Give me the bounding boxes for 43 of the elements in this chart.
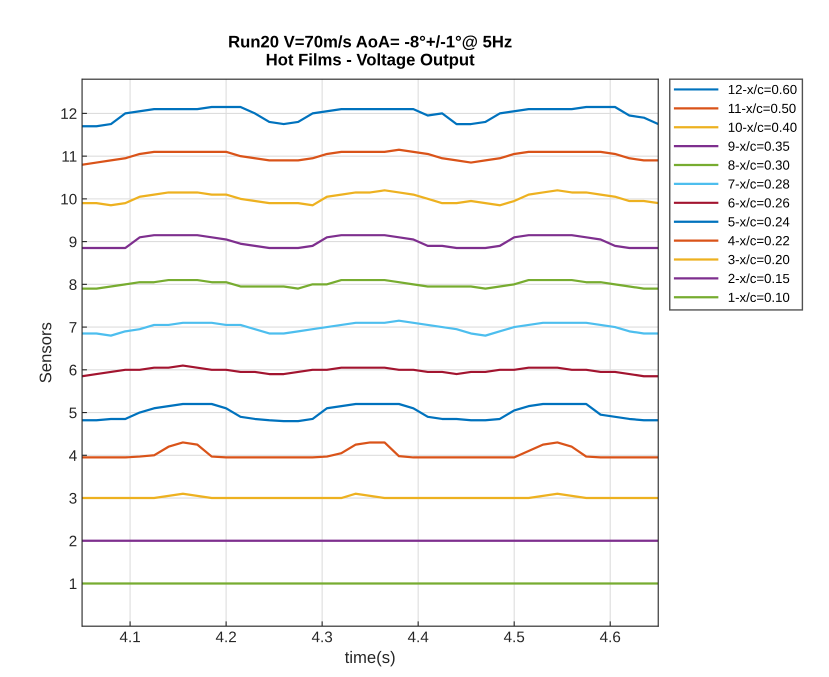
legend-label: 7-x/c=0.28: [728, 178, 790, 189]
y-tick-label: 2: [69, 536, 76, 546]
y-tick-label: 3: [69, 492, 77, 504]
y-tick-label: 8: [69, 279, 77, 290]
line-series: [82, 402, 658, 422]
legend-label: 6-x/c=0.26: [728, 198, 790, 208]
y-tick-label: 12: [61, 108, 76, 119]
legend-label: 12-x/c=0.60: [728, 84, 797, 94]
legend-label: 5-x/c=0.24: [728, 216, 790, 226]
legend-label: 4-x/c=0.22: [728, 236, 790, 246]
x-tick-label: 4.5: [504, 632, 524, 642]
x-tick-label: 4.1: [120, 632, 140, 642]
y-tick-label: 11: [62, 151, 76, 162]
y-tick-label: 9: [69, 236, 76, 248]
x-tick-label: 4.2: [216, 631, 236, 642]
line-series: [82, 364, 658, 378]
line-series: [82, 441, 658, 459]
x-tick-label: 4.3: [312, 631, 332, 642]
legend-label: 11-x/c=0.50: [728, 103, 796, 114]
y-tick-label: 1: [70, 578, 76, 590]
chart-subtitle: Hot Films - Voltage Output: [266, 53, 474, 69]
chart-title: Run20 V=70m/s AoA= -8°+/-1°@ 5Hz: [229, 35, 512, 50]
x-tick-label: 4.6: [600, 631, 620, 642]
y-tick-label: 5: [69, 408, 77, 418]
legend-label: 3-x/c=0.20: [728, 254, 790, 264]
x-tick-label: 4.4: [408, 632, 428, 642]
line-series: [82, 148, 658, 166]
y-tick-label: 7: [69, 322, 76, 333]
y-tick-label: 6: [69, 364, 77, 376]
legend-label: 2-x/c=0.15: [728, 273, 790, 284]
legend-label: 8-x/c=0.30: [728, 160, 790, 170]
line-series: [82, 106, 658, 128]
legend-label: 10-x/c=0.40: [728, 122, 797, 132]
line-series: [82, 234, 658, 250]
x-axis-title: time(s): [344, 650, 395, 666]
line-series: [82, 320, 658, 337]
legend-label: 1-x/c=0.10: [728, 292, 790, 302]
line-series: [82, 278, 658, 290]
line-series: [82, 189, 658, 206]
y-axis-title: Sensors: [40, 322, 52, 383]
y-tick-label: 10: [61, 194, 77, 205]
legend-label: 9-x/c=0.35: [728, 141, 790, 151]
y-tick-label: 4: [69, 450, 77, 461]
